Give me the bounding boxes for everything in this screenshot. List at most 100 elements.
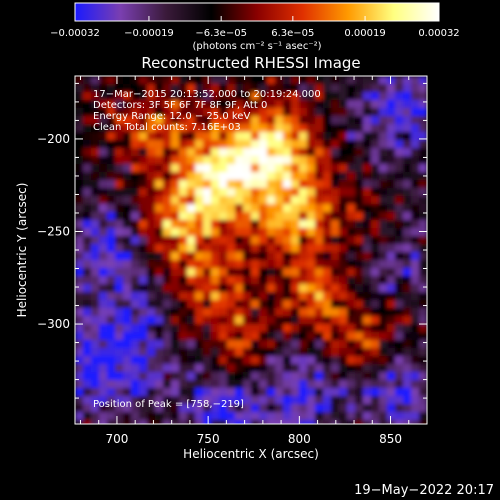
heatmap-cell bbox=[379, 220, 388, 229]
heatmap-cell bbox=[131, 132, 140, 141]
heatmap-cell bbox=[195, 332, 204, 341]
heatmap-cell bbox=[323, 276, 332, 285]
heatmap-cell bbox=[219, 420, 228, 424]
heatmap-cell bbox=[371, 204, 380, 213]
heatmap-cell bbox=[299, 260, 308, 269]
heatmap-cell bbox=[227, 332, 236, 341]
heatmap-cell bbox=[379, 260, 388, 269]
heatmap-cell bbox=[363, 348, 372, 357]
heatmap-cell bbox=[91, 276, 100, 285]
heatmap-cell bbox=[307, 92, 316, 101]
heatmap-cell bbox=[139, 180, 148, 189]
heatmap-cell bbox=[203, 372, 212, 381]
heatmap-cell bbox=[347, 92, 356, 101]
heatmap-cell bbox=[283, 356, 292, 365]
heatmap-cell bbox=[371, 100, 380, 109]
heatmap-cell bbox=[243, 292, 252, 301]
heatmap-cell bbox=[339, 300, 348, 309]
heatmap-cell bbox=[323, 412, 332, 421]
heatmap-cell bbox=[291, 172, 300, 181]
heatmap-cell bbox=[411, 196, 420, 205]
heatmap-cell bbox=[339, 276, 348, 285]
heatmap-cell bbox=[243, 252, 252, 261]
heatmap-cell bbox=[115, 220, 124, 229]
heatmap-cell bbox=[419, 324, 427, 333]
heatmap-cell bbox=[395, 236, 404, 245]
heatmap-cell bbox=[275, 220, 284, 229]
heatmap-cell bbox=[163, 172, 172, 181]
heatmap-cell bbox=[235, 420, 244, 424]
heatmap-cell bbox=[331, 92, 340, 101]
heatmap-cell bbox=[251, 204, 260, 213]
heatmap-cell bbox=[339, 388, 348, 397]
heatmap-cell bbox=[203, 172, 212, 181]
heatmap-cell bbox=[259, 276, 268, 285]
heatmap-cell bbox=[211, 348, 220, 357]
heatmap-cell bbox=[195, 404, 204, 413]
heatmap-cell bbox=[355, 236, 364, 245]
heatmap-cell bbox=[243, 364, 252, 373]
heatmap-cell bbox=[411, 124, 420, 133]
heatmap-cell bbox=[363, 132, 372, 141]
heatmap-cell bbox=[195, 180, 204, 189]
heatmap-cell bbox=[259, 100, 268, 109]
heatmap-cell bbox=[235, 372, 244, 381]
heatmap-cell bbox=[163, 268, 172, 277]
heatmap-cell bbox=[235, 116, 244, 125]
heatmap-cell bbox=[179, 284, 188, 293]
heatmap-cell bbox=[99, 188, 108, 197]
heatmap-cell bbox=[131, 396, 140, 405]
heatmap-cell bbox=[171, 388, 180, 397]
heatmap-cell bbox=[339, 332, 348, 341]
heatmap-cell bbox=[75, 412, 84, 421]
x-axis-title: Heliocentric X (arcsec) bbox=[183, 447, 319, 461]
heatmap-cell bbox=[235, 164, 244, 173]
heatmap-cell bbox=[315, 180, 324, 189]
heatmap-cell bbox=[267, 116, 276, 125]
heatmap-cell bbox=[251, 300, 260, 309]
heatmap-cell bbox=[251, 92, 260, 101]
heatmap-cell bbox=[371, 324, 380, 333]
heatmap-cell bbox=[211, 140, 220, 149]
heatmap-cell bbox=[75, 84, 84, 93]
heatmap-cell bbox=[147, 108, 156, 117]
heatmap-cell bbox=[387, 316, 396, 325]
heatmap-cell bbox=[299, 76, 308, 85]
heatmap-cell bbox=[347, 132, 356, 141]
heatmap-cell bbox=[275, 380, 284, 389]
heatmap-cell bbox=[355, 244, 364, 253]
heatmap-cell bbox=[163, 124, 172, 133]
heatmap-cell bbox=[139, 92, 148, 101]
heatmap-cell bbox=[211, 308, 220, 317]
heatmap-cell bbox=[243, 228, 252, 237]
heatmap-cell bbox=[315, 364, 324, 373]
heatmap-cell bbox=[155, 116, 164, 125]
heatmap-cell bbox=[107, 196, 116, 205]
heatmap-cell bbox=[195, 364, 204, 373]
heatmap-cell bbox=[219, 236, 228, 245]
heatmap-cell bbox=[147, 276, 156, 285]
heatmap-cell bbox=[259, 268, 268, 277]
heatmap-cell bbox=[411, 100, 420, 109]
heatmap-cell bbox=[203, 76, 212, 85]
heatmap-cell bbox=[419, 92, 427, 101]
heatmap-cell bbox=[355, 172, 364, 181]
heatmap-cell bbox=[163, 244, 172, 253]
heatmap-cell bbox=[371, 228, 380, 237]
heatmap-cell bbox=[99, 332, 108, 341]
heatmap-cell bbox=[379, 204, 388, 213]
heatmap-cell bbox=[387, 252, 396, 261]
heatmap-cell bbox=[339, 236, 348, 245]
heatmap-cell bbox=[115, 332, 124, 341]
heatmap-cell bbox=[147, 92, 156, 101]
heatmap-cell bbox=[123, 108, 132, 117]
heatmap-cell bbox=[107, 92, 116, 101]
heatmap-cell bbox=[411, 244, 420, 253]
heatmap-cell bbox=[219, 340, 228, 349]
heatmap-cell bbox=[155, 396, 164, 405]
heatmap-cell bbox=[91, 188, 100, 197]
heatmap-cell bbox=[283, 364, 292, 373]
heatmap-cell bbox=[267, 380, 276, 389]
heatmap-cell bbox=[163, 316, 172, 325]
heatmap-cell bbox=[403, 132, 412, 141]
